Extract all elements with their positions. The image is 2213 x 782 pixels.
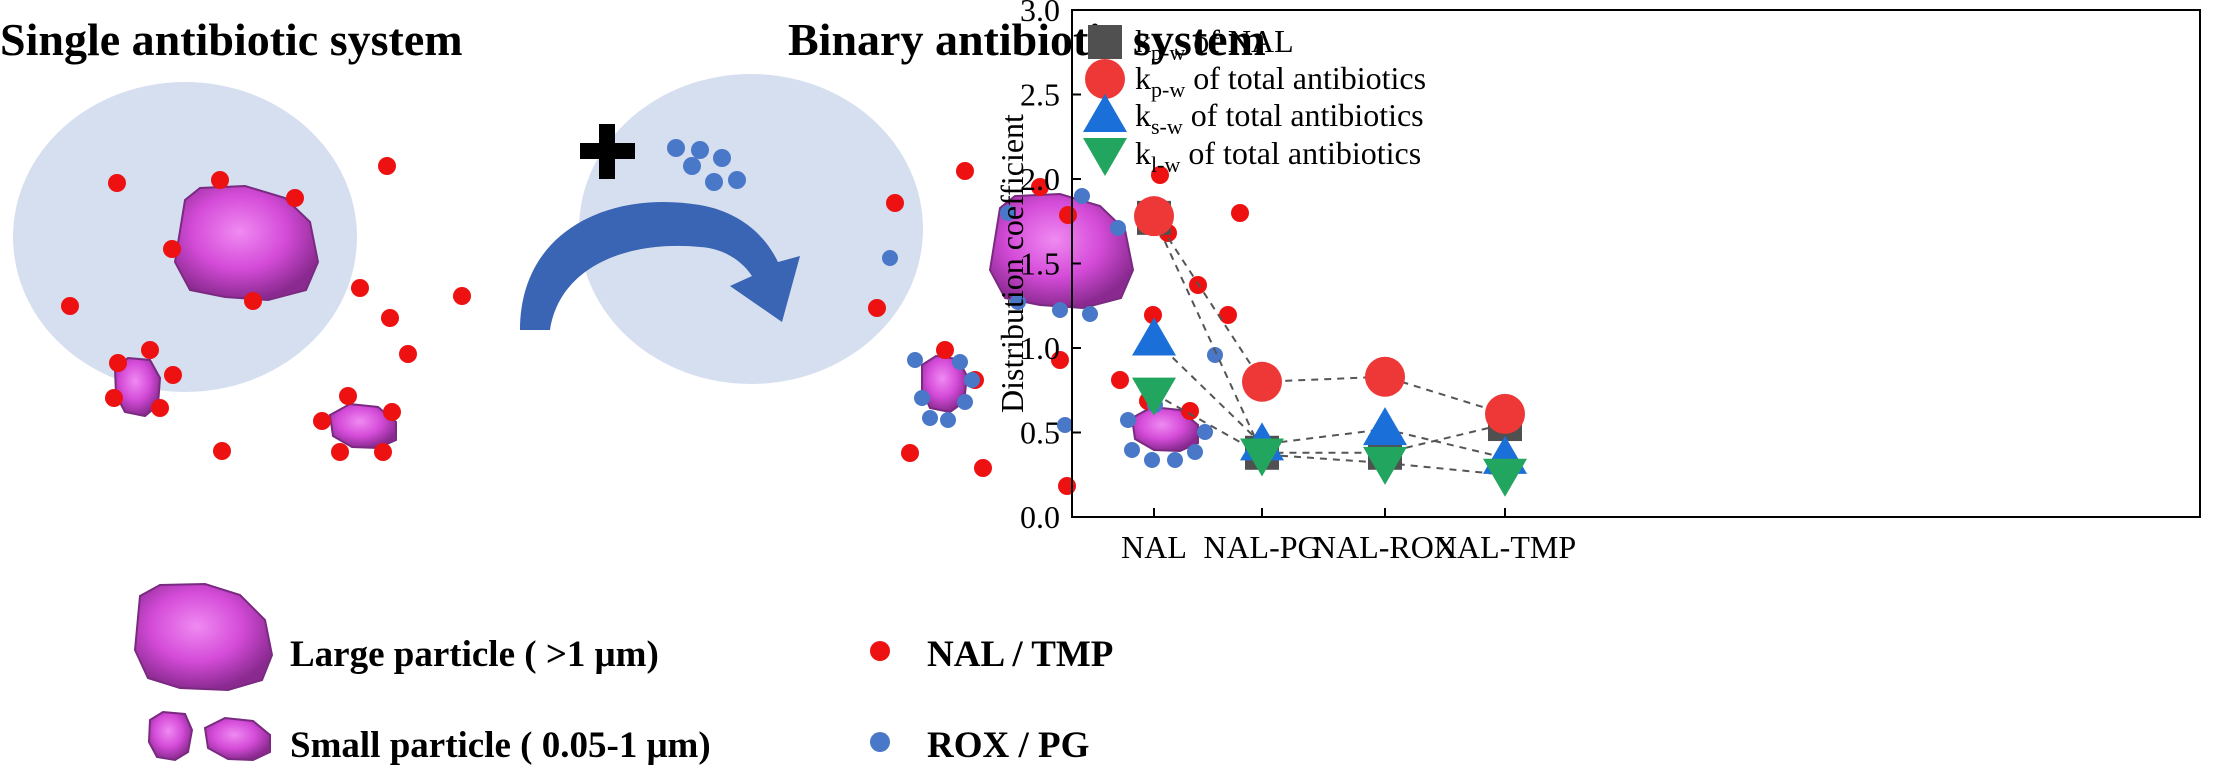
data-point-triangle-down xyxy=(1483,458,1527,497)
transition-arrow xyxy=(520,201,800,330)
binary-system-title: Binary antibiotic system xyxy=(788,14,1266,65)
legend-marker-triangle-down xyxy=(1083,138,1127,176)
plus-icon xyxy=(580,124,635,179)
large-particle-icon xyxy=(133,582,274,692)
single-system-title: Single antibiotic system xyxy=(0,14,463,65)
distribution-chart: 0.0 0.5 1.0 1.5 2.0 2.5 3.0 Distribution coeffi… xyxy=(994,0,2201,565)
series-line xyxy=(1153,338,1506,459)
data-point-circle xyxy=(1134,196,1174,237)
legend-label: kp-w of NAL xyxy=(1135,23,1294,65)
data-point-circle xyxy=(1485,393,1525,434)
y-axis-label: Distribution coefficient xyxy=(994,114,1030,413)
data-point-triangle-up xyxy=(1132,317,1176,356)
added-molecules xyxy=(667,139,746,191)
legend-red-dot xyxy=(870,641,890,661)
y-tick-label: 0.0 xyxy=(1020,499,1060,535)
series-line xyxy=(1153,217,1506,454)
large-particle xyxy=(988,192,1135,310)
small-particle xyxy=(328,402,397,450)
x-tick-label: NAL-ROX xyxy=(1313,529,1457,565)
series-line xyxy=(1153,392,1506,476)
legend-marker-square xyxy=(1088,25,1122,59)
series-line xyxy=(1153,215,1506,415)
x-tick-label: NAL-TMP xyxy=(1434,529,1576,565)
y-tick-label: 0.5 xyxy=(1020,415,1060,451)
legend-blue-dot xyxy=(870,732,890,752)
legend-marker-circle xyxy=(1085,59,1125,99)
data-point-circle xyxy=(1242,361,1282,402)
data-point-triangle-down xyxy=(1363,446,1407,485)
legend-label: ks-w of total antibiotics xyxy=(1135,97,1424,139)
data-point-triangle-down xyxy=(1240,438,1284,477)
x-tick-label: NAL xyxy=(1121,529,1187,565)
y-tick-label: 3.0 xyxy=(1020,0,1060,28)
single-nal-molecules xyxy=(61,157,471,461)
legend-large-particle: Large particle ( >1 μm) xyxy=(290,634,659,675)
legend-label: kp-w of total antibiotics xyxy=(1135,60,1426,102)
legend-nal-tmp: NAL / TMP xyxy=(927,634,1113,675)
y-tick-label: 1.0 xyxy=(1020,330,1060,366)
data-point-triangle-up xyxy=(1363,407,1407,446)
data-point-circle xyxy=(1365,356,1405,397)
small-particle-icon xyxy=(147,710,194,762)
legend-marker-triangle-up xyxy=(1083,94,1127,132)
large-particle xyxy=(173,184,320,302)
x-tick-label: NAL-PG xyxy=(1203,529,1320,565)
legend-rox-pg: ROX / PG xyxy=(927,725,1089,766)
legend-label: kl-w of total antibiotics xyxy=(1135,135,1421,177)
legend-small-particle: Small particle ( 0.05-1 μm) xyxy=(290,725,711,766)
y-tick-label: 2.5 xyxy=(1020,77,1060,113)
small-particle-icon xyxy=(203,716,271,762)
y-tick-label: 2.0 xyxy=(1020,161,1060,197)
data-point-triangle-down xyxy=(1132,377,1176,416)
y-tick-label: 1.5 xyxy=(1020,246,1060,282)
